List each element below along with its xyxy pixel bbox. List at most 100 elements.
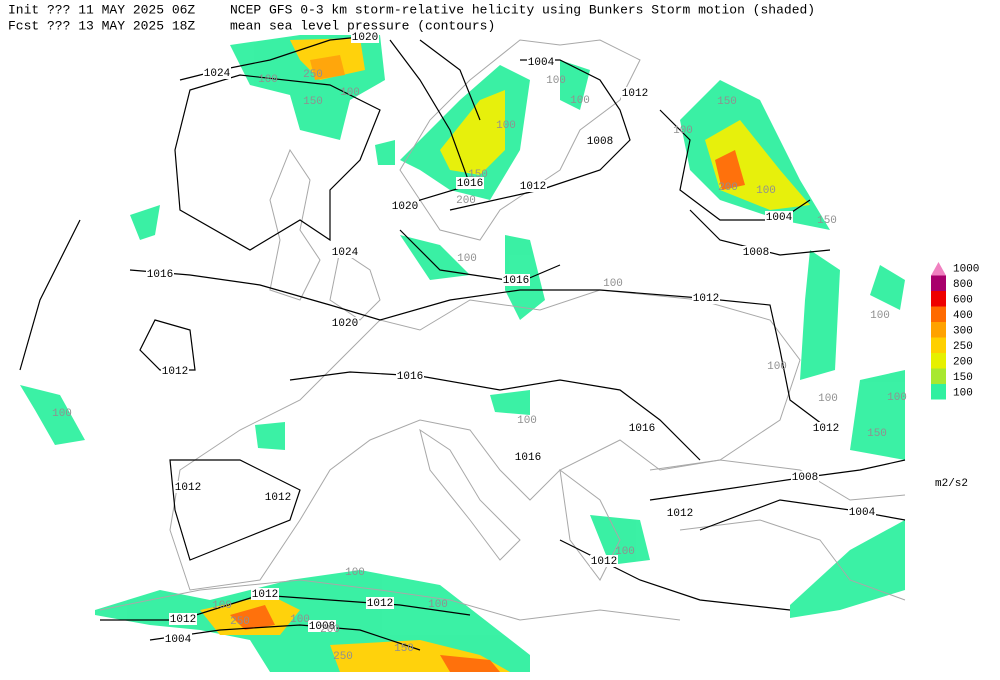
legend-label: 250 [953,341,973,353]
legend-swatch [931,306,946,322]
helicity-label: 250 [303,69,323,81]
helicity-label: 100 [457,253,477,265]
helicity-label: 200 [320,624,340,636]
helicity-label: 100 [615,546,635,558]
contour-label: 1016 [515,452,541,464]
helicity-shading [20,35,905,672]
contour-label: 1008 [792,472,818,484]
contour-label-bg [169,613,197,625]
contour-label: 1016 [457,178,483,190]
contour-label: 1016 [397,371,423,383]
contour-label: 1012 [265,492,291,504]
helicity-label: 100 [258,74,278,86]
contour-label: 1012 [520,181,546,193]
helicity-label: 100 [546,75,566,87]
contour-label-bg [628,422,656,434]
contour-label-bg [621,87,649,99]
init-time: Init ??? 11 MAY 2025 06Z [8,2,195,17]
helicity-label: 100 [870,310,890,322]
legend: m2/s2 1000 800 600 400 300 250 200 150 100 [931,262,979,490]
legend-label: 800 [953,279,973,291]
contour-label: 1008 [309,621,335,633]
contour-label: 1008 [587,136,613,148]
legend-swatch [931,337,946,353]
helicity-label: 200 [718,182,738,194]
contour-labels: 1020 1024 1004 1012 1008 1016 1012 1020 1004 1024… [146,31,876,646]
legend-label: 100 [953,388,973,400]
helicity-label: 100 [212,600,232,612]
legend-triangle [931,262,946,276]
legend-unit: m2/s2 [935,478,968,490]
contour-label: 1012 [175,482,201,494]
legend-label: 600 [953,295,973,307]
contour-label: 1020 [352,32,378,44]
helicity-label: 100 [496,120,516,132]
contour-label: 1024 [204,68,231,80]
contour-label-bg [514,451,542,463]
contour-label-bg [308,620,336,632]
title: NCEP GFS 0-3 km storm-relative helicity … [230,2,815,17]
helicity-label: 100 [673,125,693,137]
contour-label-bg [666,507,694,519]
contour-label-bg [456,177,484,189]
legend-label: 300 [953,326,973,338]
contour-label: 1012 [622,88,648,100]
contour-label-bg [848,506,876,518]
contour-label: 1012 [667,508,693,520]
contour-label: 1012 [252,589,278,601]
contour-label-bg [164,633,192,645]
contour-label-bg [791,471,819,483]
helicity-label: 250 [333,651,353,663]
contour-label-bg [812,422,840,434]
legend-label: 1000 [953,264,979,276]
contour-label-bg [251,588,279,600]
contour-label: 1012 [813,423,839,435]
helicity-label: 100 [887,392,907,404]
helicity-label: 250 [230,616,250,628]
legend-swatch [931,384,946,400]
helicity-label: 200 [456,195,476,207]
helicity-label: 100 [767,361,787,373]
contour-label: 1016 [503,275,529,287]
contour-label-bg [586,135,614,147]
contour-label: 1004 [528,57,555,69]
helicity-label: 100 [428,599,448,611]
helicity-label: 100 [290,614,310,626]
contour-label: 1012 [162,366,188,378]
contour-label-bg [391,200,419,212]
contour-label: 1004 [849,507,876,519]
helicity-label: 100 [570,95,590,107]
contour-label: 1012 [170,614,196,626]
helicity-label: 100 [603,278,623,290]
contour-label-bg [366,597,394,609]
legend-swatch [931,275,946,291]
forecast-time: Fcst ??? 13 MAY 2025 18Z [8,18,195,33]
subtitle: mean sea level pressure (contours) [230,18,495,33]
contour-label: 1024 [332,247,359,259]
contour-label: 1012 [693,293,719,305]
helicity-label: 150 [303,96,323,108]
helicity-label: 100 [756,185,776,197]
contour-label-bg [331,317,359,329]
legend-swatch [931,368,946,384]
contour-label: 1016 [629,423,655,435]
contour-label-bg [742,246,770,258]
legend-swatch [931,291,946,307]
contour-label: 1020 [332,318,358,330]
legend-label: 200 [953,357,973,369]
legend-swatch [931,322,946,338]
contour-label: 1004 [766,212,793,224]
contour-label-bg [331,246,359,258]
helicity-label: 100 [345,567,365,579]
coastlines [99,39,906,621]
helicity-label: 150 [468,169,488,181]
contour-label-bg [203,67,231,79]
helicity-label: 100 [340,87,360,99]
helicity-label: 100 [52,408,72,420]
contour-label-bg [502,274,530,286]
contour-label-bg [146,268,174,280]
helicity-label: 100 [818,393,838,405]
helicity-label: 100 [517,415,537,427]
legend-label: 150 [953,372,973,384]
